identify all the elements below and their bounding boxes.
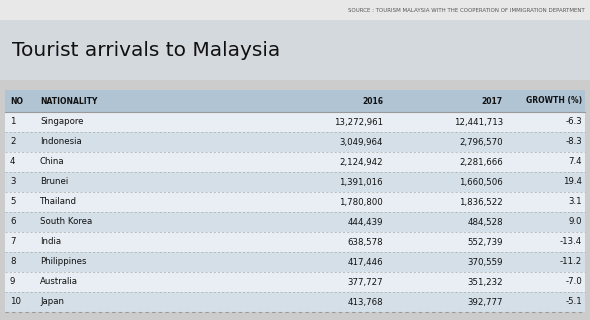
Text: 377,727: 377,727	[348, 277, 383, 286]
Text: 1,660,506: 1,660,506	[459, 178, 503, 187]
Text: -11.2: -11.2	[560, 258, 582, 267]
Text: 9.0: 9.0	[569, 218, 582, 227]
Text: 2: 2	[10, 138, 15, 147]
Text: NATIONALITY: NATIONALITY	[40, 97, 97, 106]
Text: 417,446: 417,446	[348, 258, 383, 267]
Text: Tourist arrivals to Malaysia: Tourist arrivals to Malaysia	[12, 41, 280, 60]
Text: 13,272,961: 13,272,961	[334, 117, 383, 126]
Text: 2017: 2017	[482, 97, 503, 106]
Text: India: India	[40, 237, 61, 246]
Text: -8.3: -8.3	[565, 138, 582, 147]
Text: 2,796,570: 2,796,570	[460, 138, 503, 147]
Text: Indonesia: Indonesia	[40, 138, 82, 147]
Text: 8: 8	[10, 258, 15, 267]
Text: 1,780,800: 1,780,800	[339, 197, 383, 206]
Text: 370,559: 370,559	[467, 258, 503, 267]
Text: 7: 7	[10, 237, 15, 246]
Text: 3.1: 3.1	[568, 197, 582, 206]
Text: 10: 10	[10, 298, 21, 307]
Text: Thailand: Thailand	[40, 197, 77, 206]
Text: -5.1: -5.1	[565, 298, 582, 307]
Text: Brunei: Brunei	[40, 178, 68, 187]
Text: 351,232: 351,232	[467, 277, 503, 286]
Text: 4: 4	[10, 157, 15, 166]
Text: NO: NO	[10, 97, 23, 106]
Text: 2,124,942: 2,124,942	[339, 157, 383, 166]
Text: Australia: Australia	[40, 277, 78, 286]
Text: SOURCE : TOURISM MALAYSIA WITH THE COOPERATION OF IMMIGRATION DEPARTMENT: SOURCE : TOURISM MALAYSIA WITH THE COOPE…	[348, 7, 585, 12]
Text: 12,441,713: 12,441,713	[454, 117, 503, 126]
Text: 2016: 2016	[362, 97, 383, 106]
Text: 1,836,522: 1,836,522	[459, 197, 503, 206]
Text: 392,777: 392,777	[467, 298, 503, 307]
Text: 3,049,964: 3,049,964	[339, 138, 383, 147]
Text: -13.4: -13.4	[560, 237, 582, 246]
Text: Japan: Japan	[40, 298, 64, 307]
Text: -6.3: -6.3	[565, 117, 582, 126]
Text: 5: 5	[10, 197, 15, 206]
Text: -7.0: -7.0	[565, 277, 582, 286]
Text: 2,281,666: 2,281,666	[459, 157, 503, 166]
Text: 444,439: 444,439	[348, 218, 383, 227]
Text: 1: 1	[10, 117, 15, 126]
Text: South Korea: South Korea	[40, 218, 92, 227]
Text: China: China	[40, 157, 65, 166]
Text: GROWTH (%): GROWTH (%)	[526, 97, 582, 106]
Text: Singapore: Singapore	[40, 117, 84, 126]
Text: 19.4: 19.4	[563, 178, 582, 187]
Text: 9: 9	[10, 277, 15, 286]
Text: 7.4: 7.4	[568, 157, 582, 166]
Text: 484,528: 484,528	[467, 218, 503, 227]
Text: 1,391,016: 1,391,016	[339, 178, 383, 187]
Text: 413,768: 413,768	[348, 298, 383, 307]
Text: 638,578: 638,578	[348, 237, 383, 246]
Text: 6: 6	[10, 218, 15, 227]
Text: 3: 3	[10, 178, 15, 187]
Text: Philippines: Philippines	[40, 258, 87, 267]
Text: 552,739: 552,739	[467, 237, 503, 246]
